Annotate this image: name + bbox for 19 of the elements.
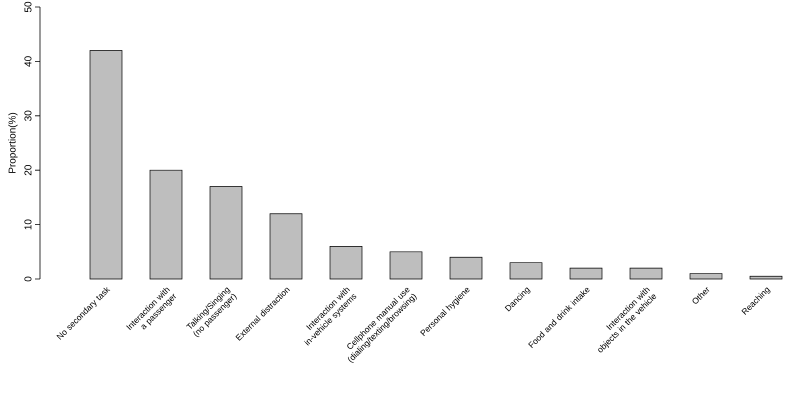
y-tick-label: 50	[24, 2, 32, 12]
bar	[510, 262, 542, 280]
bar	[630, 268, 662, 280]
bar	[270, 213, 302, 280]
bar	[330, 246, 362, 280]
bar	[210, 186, 242, 280]
bar	[150, 170, 182, 280]
bar	[750, 276, 782, 280]
bar	[450, 256, 482, 280]
y-tick-label: 10	[24, 219, 32, 230]
bar	[570, 268, 602, 280]
y-axis-title: Proportion(%)	[8, 112, 18, 173]
y-tick-label: 30	[24, 110, 32, 121]
y-tick-label: 20	[24, 165, 32, 176]
y-tick-label: 40	[24, 56, 32, 67]
bar	[390, 251, 422, 280]
bar	[690, 273, 722, 280]
y-tick-label: 0	[24, 276, 32, 282]
bar	[90, 50, 122, 280]
